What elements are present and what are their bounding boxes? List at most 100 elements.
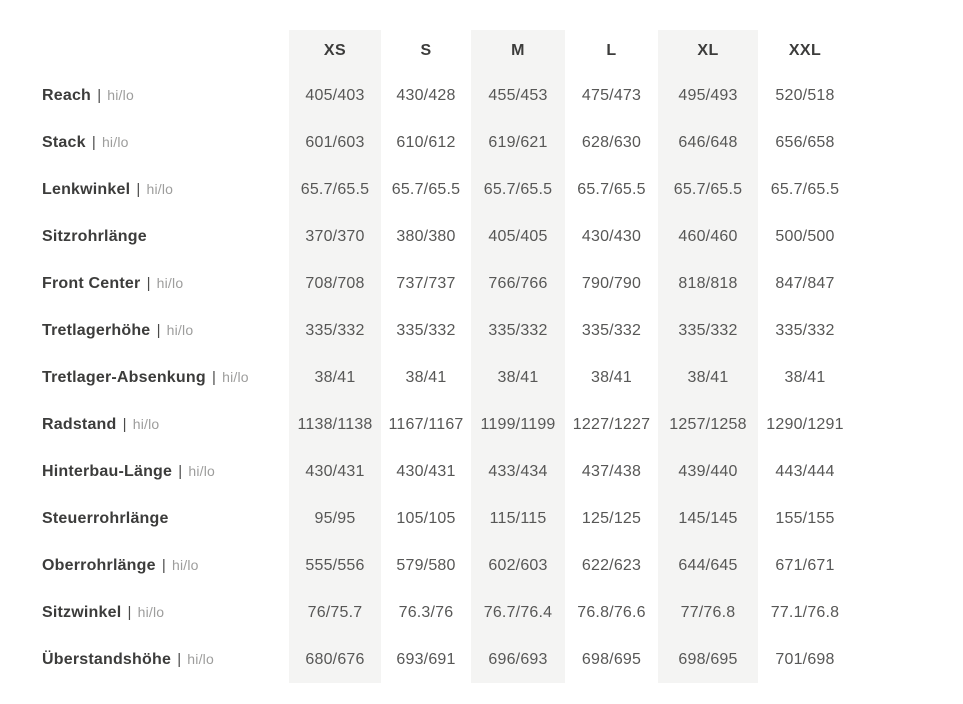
label-separator: | [132, 180, 145, 198]
geometry-value-cell: 656/658 [775, 133, 835, 151]
geometry-value-cell: 1290/1291 [766, 415, 844, 433]
size-column-header-m: M [471, 30, 565, 72]
geometry-value-cell: 628/630 [581, 133, 642, 151]
row-label: Überstandshöhe | hi/lo [42, 636, 289, 683]
geometry-value-cell: 38/41 [405, 368, 447, 386]
geometry-value-cell: 790/790 [581, 274, 642, 292]
row-label: Radstand | hi/lo [42, 401, 289, 448]
geometry-value-cell: 579/580 [396, 556, 456, 574]
geometry-value-cell: 38/41 [289, 354, 381, 401]
geometry-value-cell: 125/125 [581, 509, 642, 527]
geometry-value-cell: 335/332 [289, 307, 381, 354]
row-label-hilo-suffix: hi/lo [171, 556, 199, 573]
label-separator: | [174, 462, 187, 480]
geometry-value-cell: 65.7/65.5 [658, 166, 758, 213]
row-label: Steuerrohrlänge [42, 495, 289, 542]
geometry-value-cell: 766/766 [471, 260, 565, 307]
geometry-value-cell: 65.7/65.5 [770, 180, 840, 198]
geometry-value-cell: 95/95 [289, 495, 381, 542]
size-column-header-l: L [606, 42, 617, 59]
geometry-value-cell: 698/695 [581, 650, 642, 668]
geometry-value-cell: 520/518 [775, 86, 835, 104]
geometry-row-7: Radstand | hi/lo 1138/1138 1167/1167 1199/1… [42, 401, 852, 448]
geometry-value-cell: 698/695 [658, 636, 758, 683]
geometry-value-cell: 1199/1199 [471, 401, 565, 448]
label-separator: | [123, 603, 136, 621]
geometry-value-cell: 77/76.8 [658, 589, 758, 636]
size-header-row: XS S M L XL XXL [42, 30, 852, 72]
geometry-value-cell: 602/603 [471, 542, 565, 589]
geometry-value-cell: 430/431 [289, 448, 381, 495]
row-label: Stack | hi/lo [42, 119, 289, 166]
geometry-value-cell: 708/708 [289, 260, 381, 307]
size-column-header-xs: XS [289, 30, 381, 72]
row-label-text: Steuerrohrlänge [42, 509, 169, 527]
label-separator: | [157, 556, 170, 574]
geometry-value-cell: 38/41 [471, 354, 565, 401]
geometry-value-cell: 701/698 [775, 650, 835, 668]
row-label-hilo-suffix: hi/lo [187, 650, 214, 667]
row-label-text: Stack [42, 133, 86, 151]
geometry-value-cell: 610/612 [396, 133, 456, 151]
geometry-row-11: Sitzwinkel | hi/lo 76/75.7 76.3/76 76.7/76.… [42, 589, 852, 636]
size-column-header-s: S [420, 42, 432, 59]
row-label-text: Reach [42, 86, 92, 104]
geometry-value-cell: 555/556 [289, 542, 381, 589]
geometry-value-cell: 818/818 [658, 260, 758, 307]
geometry-value-cell: 77.1/76.8 [770, 603, 840, 621]
row-label-text: Überstandshöhe [42, 650, 172, 668]
row-label: Sitzrohrlänge [42, 213, 289, 260]
geometry-row-6: Tretlager-Absenkung | hi/lo 38/41 38/41 38/… [42, 354, 852, 401]
geometry-value-cell: 335/332 [658, 307, 758, 354]
geometry-value-cell: 680/676 [289, 636, 381, 683]
geometry-value-cell: 335/332 [775, 321, 835, 339]
row-label: Front Center | hi/lo [42, 260, 289, 307]
geometry-row-10: Oberrohrlänge | hi/lo 555/556 579/580 602/6… [42, 542, 852, 589]
row-label-hilo-suffix: hi/lo [101, 133, 129, 150]
row-label: Tretlagerhöhe | hi/lo [42, 307, 289, 354]
geometry-value-cell: 443/444 [775, 462, 835, 480]
geometry-table: XS S M L XL XXL Reach | hi/lo 405/403 430/428 45… [42, 30, 852, 683]
row-label-hilo-suffix: hi/lo [188, 462, 216, 479]
geometry-value-cell: 335/332 [471, 307, 565, 354]
geometry-value-cell: 500/500 [775, 227, 835, 245]
geometry-value-cell: 1257/1258 [658, 401, 758, 448]
geometry-value-cell: 1138/1138 [289, 401, 381, 448]
geometry-value-cell: 65.7/65.5 [471, 166, 565, 213]
geometry-value-cell: 65.7/65.5 [391, 180, 461, 198]
geometry-value-cell: 475/473 [581, 86, 642, 104]
geometry-value-cell: 455/453 [471, 72, 565, 119]
row-label-hilo-suffix: hi/lo [146, 180, 174, 197]
row-label: Reach | hi/lo [42, 72, 289, 119]
geometry-value-cell: 847/847 [775, 274, 835, 292]
geometry-value-cell: 405/403 [289, 72, 381, 119]
label-separator: | [93, 86, 106, 104]
geometry-value-cell: 65.7/65.5 [289, 166, 381, 213]
geometry-row-12: Überstandshöhe | hi/lo 680/676 693/691 696/… [42, 636, 852, 683]
row-label-text: Oberrohrlänge [42, 556, 156, 574]
row-label-hilo-suffix: hi/lo [156, 274, 184, 291]
row-label-text: Tretlager-Absenkung [42, 368, 206, 386]
row-label: Oberrohrlänge | hi/lo [42, 542, 289, 589]
label-separator: | [87, 133, 100, 151]
geometry-row-8: Hinterbau-Länge | hi/lo 430/431 430/431 433… [42, 448, 852, 495]
geometry-value-cell: 619/621 [471, 119, 565, 166]
geometry-value-cell: 370/370 [289, 213, 381, 260]
label-separator: | [118, 415, 131, 433]
row-label-hilo-suffix: hi/lo [166, 321, 194, 338]
geometry-value-cell: 671/671 [775, 556, 835, 574]
geometry-value-cell: 646/648 [658, 119, 758, 166]
geometry-row-9: Steuerrohrlänge 95/95 105/105 115/115 125/12… [42, 495, 852, 542]
geometry-value-cell: 460/460 [658, 213, 758, 260]
row-label-text: Sitzwinkel [42, 603, 122, 621]
label-separator: | [142, 274, 155, 292]
geometry-value-cell: 495/493 [658, 72, 758, 119]
row-label-text: Tretlagerhöhe [42, 321, 151, 339]
geometry-value-cell: 65.7/65.5 [577, 180, 646, 198]
geometry-value-cell: 155/155 [775, 509, 835, 527]
label-separator: | [207, 368, 221, 386]
geometry-row-0: Reach | hi/lo 405/403 430/428 455/453 475/47… [42, 72, 852, 119]
geometry-value-cell: 105/105 [396, 509, 456, 527]
size-column-header-xxl: XXL [788, 42, 822, 59]
